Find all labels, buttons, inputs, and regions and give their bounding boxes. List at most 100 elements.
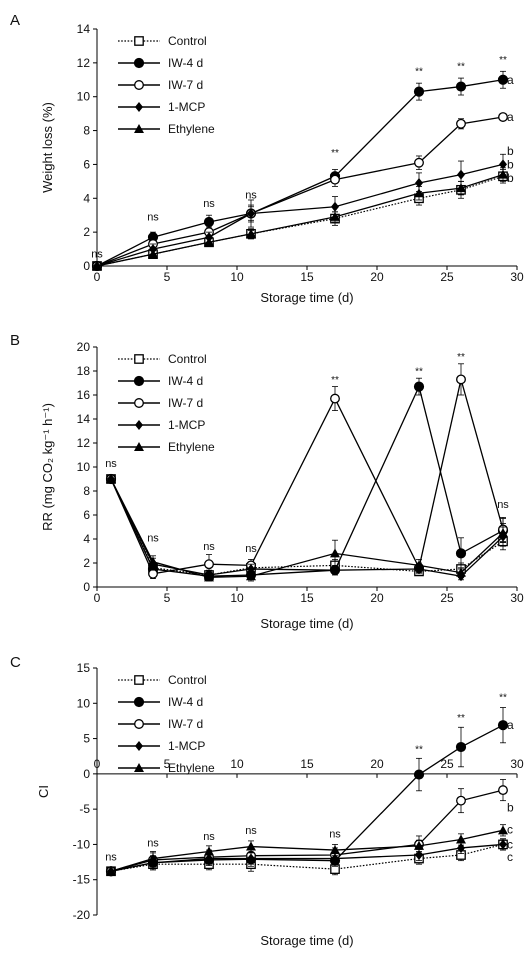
series-line [110,478,504,577]
data-point [413,769,425,780]
series-line [96,116,504,267]
group-letter: b [507,801,514,815]
group-letter: a [507,73,514,87]
data-point [203,216,215,228]
data-point [455,81,467,92]
y-tick-label: 16 [77,388,91,402]
data-point [330,211,340,221]
data-point [415,178,423,189]
series-line [96,175,504,267]
x-tick-label: 15 [300,270,314,284]
data-point [246,571,256,581]
chart-panel-a: A 0 2 4 6 8 10 12 14 0 5 10 15 20 25 30 Storage time (d)… [10,12,524,305]
legend-marker [134,354,144,364]
data-point [498,112,508,122]
series-line [110,829,504,872]
legend-marker [134,719,144,729]
y-tick-label: -20 [73,908,91,922]
series-ethylene [106,474,508,582]
y-tick-label: 14 [77,22,91,36]
data-point [204,559,214,570]
y-tick-label: 6 [83,508,90,522]
data-point [204,237,214,247]
data-point [498,785,508,796]
legend-marker [134,80,144,90]
significance-label: ** [415,745,423,756]
significance-label: ns [245,189,257,201]
data-point [456,795,466,806]
series-iw-4-d [105,377,509,582]
data-point [456,834,466,844]
data-point [413,381,425,392]
series-line [110,843,504,872]
data-point [456,567,466,577]
data-point [456,118,466,129]
x-axis-label: Storage time (d) [260,290,353,305]
legend-marker [134,36,144,46]
data-point [497,74,509,85]
legend-label: 1-MCP [168,739,205,753]
significance-label: ** [457,352,465,363]
y-tick-label: 10 [77,90,91,104]
y-tick-label: 18 [77,364,91,378]
x-tick-label: 15 [300,591,314,605]
legend-label: 1-MCP [168,100,205,114]
legend-marker [134,675,144,685]
significance-label: ns [91,249,103,261]
data-point [331,201,339,212]
significance-label: ns [147,211,159,223]
data-point [205,853,213,864]
x-tick-label: 5 [164,270,171,284]
legend-label: Ethylene [168,440,215,454]
x-tick-label: 20 [370,591,384,605]
legend-marker [134,398,144,408]
data-point [457,169,465,180]
panel-label: B [10,332,20,349]
significance-label: ns [105,852,117,864]
series-line [110,843,504,872]
y-tick-label: 4 [83,532,90,546]
y-tick-label: -5 [79,802,90,816]
data-point [148,556,158,566]
data-point [414,157,424,168]
significance-label: ns [203,831,215,843]
group-letter: b [507,157,514,171]
data-point [455,548,467,559]
data-point [456,183,466,193]
data-point [330,845,340,855]
y-axis-label: CI [36,785,51,798]
legend-label: IW-7 d [168,78,203,92]
x-tick-label: 10 [230,591,244,605]
data-point [106,866,116,876]
series-control [106,474,508,581]
x-tick-label: 25 [440,270,454,284]
legend-marker [133,696,145,708]
group-letter: c [507,837,513,851]
group-letter: a [507,718,514,732]
x-tick-label: 25 [440,757,454,771]
group-letter: c [507,823,513,837]
data-point [247,208,255,219]
y-tick-label: 0 [83,580,90,594]
group-letter: c [507,850,513,864]
data-point [92,261,102,270]
x-tick-label: 15 [300,757,314,771]
legend-label: Ethylene [168,122,215,136]
legend-marker [133,375,145,387]
data-point [149,244,157,255]
significance-label: ** [415,67,423,78]
series-iw-7-d [106,363,508,579]
legend-label: 1-MCP [168,418,205,432]
data-point [414,560,424,570]
data-point [148,249,158,259]
panel-label: C [10,654,21,671]
group-letter: b [507,144,514,158]
panel-label: A [10,12,20,29]
legend-marker [135,420,143,430]
y-tick-label: 5 [83,732,90,746]
y-tick-label: 15 [77,661,91,675]
chart-panel-b: B 0 2 4 6 8 10 12 14 16 18 20 0 5 10 15 20 25 30 Storage ti… [10,332,524,631]
